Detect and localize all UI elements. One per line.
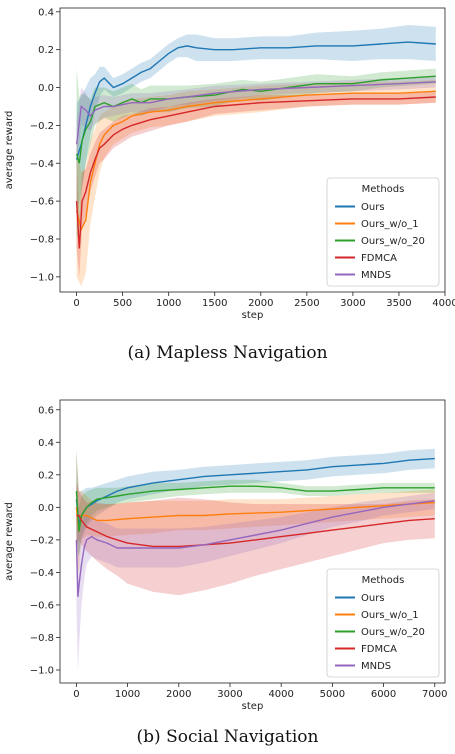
y-tick-label: −0.4 xyxy=(30,159,54,170)
x-tick-label: 2000 xyxy=(166,689,191,700)
x-tick-label: 0 xyxy=(73,689,79,700)
x-axis-label: step xyxy=(242,701,264,712)
legend-entry: FDMCA xyxy=(361,644,397,655)
series-band xyxy=(76,79,436,287)
plot-frame xyxy=(59,399,446,684)
legend-entry: MNDS xyxy=(361,661,391,672)
legend-title: Methods xyxy=(362,575,405,586)
series-band xyxy=(76,482,435,596)
y-tick-label: −0.6 xyxy=(30,197,54,208)
legend-entry: Ours xyxy=(361,593,385,604)
series-line xyxy=(75,96,436,249)
series-line xyxy=(75,485,435,532)
x-tick-label: 4000 xyxy=(268,689,293,700)
y-tick-label: −0.2 xyxy=(30,535,54,546)
x-tick-label: 1500 xyxy=(202,298,227,309)
y-tick-label: 0.2 xyxy=(38,470,54,481)
x-tick-label: 500 xyxy=(113,298,132,309)
series-band xyxy=(76,474,435,670)
x-tick-label: 1000 xyxy=(115,689,140,700)
y-axis-label: average reward xyxy=(4,502,15,581)
chart-panel-social: 0 1000 2000 3000 4000 5000 6000 7000 −1.0 −0.8 −0.… xyxy=(0,377,455,754)
y-tick-label: 0.0 xyxy=(38,503,54,514)
y-axis-label: average reward xyxy=(4,111,15,190)
chart-caption: (a) Mapless Navigation xyxy=(127,343,328,363)
y-tick-label: 0.2 xyxy=(38,45,54,56)
plot-frame xyxy=(59,7,446,293)
legend-box xyxy=(326,568,440,678)
y-tick-label: −1.0 xyxy=(30,272,54,283)
x-axis-label: step xyxy=(242,310,264,321)
legend-entry: Ours xyxy=(361,202,385,213)
x-tick-label: 3000 xyxy=(340,298,365,309)
series-band xyxy=(76,68,436,239)
x-tick-label: 2500 xyxy=(294,298,319,309)
x-tick-label: 5000 xyxy=(320,689,345,700)
y-tick-label: 0.6 xyxy=(38,405,54,416)
x-tick-label: 3500 xyxy=(386,298,411,309)
series-line xyxy=(75,501,435,532)
y-tick-label: 0.4 xyxy=(38,438,54,449)
series-line xyxy=(75,41,436,160)
y-tick-label: −0.4 xyxy=(30,568,54,579)
x-tick-label: 6000 xyxy=(371,689,396,700)
series-line xyxy=(75,90,436,232)
chart-social-navigation: 0 1000 2000 3000 4000 5000 6000 7000 −1.0 −0.8 −0.… xyxy=(4,399,447,712)
legend-title: Methods xyxy=(362,184,405,195)
series-line xyxy=(75,75,436,164)
legend-entry: MNDS xyxy=(361,270,391,281)
legend-entry: Ours_w/o_20 xyxy=(361,627,425,638)
y-tick-label: −0.6 xyxy=(30,600,54,611)
x-tick-label: 4000 xyxy=(432,298,455,309)
legend-box xyxy=(326,177,440,287)
y-tick-label: −0.8 xyxy=(30,234,54,245)
chart-panel-mapless: 0 500 1000 1500 2000 2500 3000 3500 4000 −1.0 −0.8… xyxy=(4,7,455,363)
y-tick-label: −1.0 xyxy=(30,665,54,676)
x-tick-label: 0 xyxy=(73,298,79,309)
y-tick-label: 0.0 xyxy=(38,83,54,94)
x-tick-label: 7000 xyxy=(422,689,447,700)
series-band xyxy=(76,25,436,217)
y-tick-label: −0.2 xyxy=(30,121,54,132)
x-tick-label: 1000 xyxy=(156,298,181,309)
legend-entry: Ours_w/o_20 xyxy=(361,236,425,247)
series-band xyxy=(76,448,435,557)
x-tick-label: 2000 xyxy=(248,298,273,309)
x-tick-label: 3000 xyxy=(217,689,242,700)
series-line xyxy=(75,500,435,597)
legend-entry: FDMCA xyxy=(361,253,397,264)
series-line xyxy=(75,81,436,145)
y-tick-label: 0.4 xyxy=(38,7,54,18)
chart-caption: (b) Social Navigation xyxy=(136,727,319,747)
legend-entry: Ours_w/o_1 xyxy=(361,610,419,621)
chart-mapless-navigation: 0 500 1000 1500 2000 2500 3000 3500 4000 −1.0 −0.8… xyxy=(4,7,455,321)
y-tick-label: −0.8 xyxy=(30,633,54,644)
legend-entry: Ours_w/o_1 xyxy=(361,219,419,230)
series-line xyxy=(76,514,435,548)
series-band xyxy=(76,450,435,573)
